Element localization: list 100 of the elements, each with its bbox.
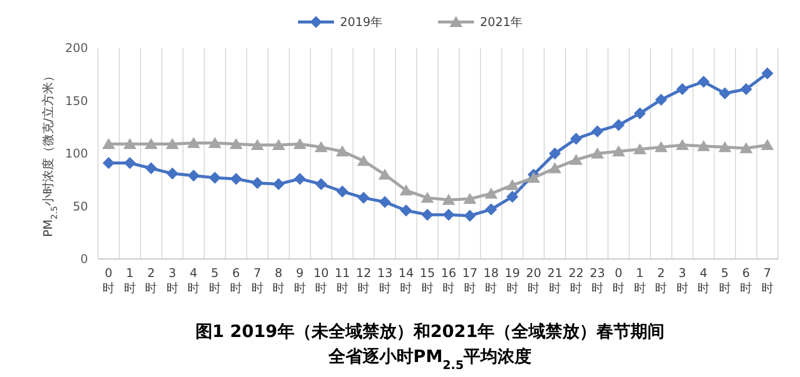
point — [400, 184, 413, 196]
point — [676, 83, 688, 96]
x-tick-label: 4时 — [188, 266, 200, 295]
point — [442, 208, 455, 221]
point — [655, 94, 668, 106]
point — [208, 172, 221, 184]
x-tick-label: 5时 — [718, 266, 731, 295]
x-tick-label: 14时 — [398, 266, 414, 295]
point — [484, 188, 498, 199]
point — [463, 192, 476, 204]
point — [123, 138, 136, 150]
x-tick-label: 4时 — [698, 266, 710, 295]
x-tick-label: 7时 — [251, 266, 264, 295]
x-tick-label: 0时 — [102, 266, 115, 295]
x-tick-label: 0时 — [612, 266, 625, 295]
point — [315, 178, 328, 190]
point — [144, 138, 158, 150]
point — [718, 141, 732, 152]
point — [421, 208, 434, 221]
x-tick-label: 1时 — [634, 266, 646, 295]
point — [400, 204, 412, 216]
point — [548, 162, 562, 174]
x-tick-label: 5时 — [208, 266, 221, 295]
point — [230, 172, 242, 185]
point — [272, 139, 286, 150]
point — [336, 185, 348, 198]
point — [612, 119, 625, 132]
x-tick-label: 15时 — [420, 266, 436, 295]
point — [654, 141, 668, 152]
x-tick-label: 3时 — [166, 266, 178, 295]
x-tick-label: 1时 — [124, 266, 136, 295]
point — [208, 136, 222, 148]
x-tick-label: 6时 — [740, 266, 752, 295]
x-tick-label: 20时 — [526, 266, 542, 295]
y-tick-label: 50 — [72, 199, 88, 214]
y-tick-label: 150 — [65, 94, 88, 108]
point — [760, 139, 774, 150]
point — [464, 210, 476, 222]
x-tick-label: 11时 — [334, 266, 350, 295]
point — [314, 141, 328, 152]
x-tick-label: 7时 — [761, 266, 774, 295]
x-tick-label: 2时 — [655, 266, 668, 295]
point — [740, 83, 752, 96]
point — [294, 172, 306, 185]
point — [633, 143, 646, 154]
point — [420, 192, 434, 203]
point — [145, 162, 158, 174]
point — [570, 154, 583, 165]
legend-label: 2021年 — [480, 15, 523, 29]
x-tick-label: 9时 — [294, 266, 306, 295]
x-tick-label: 21时 — [547, 266, 563, 295]
legend-label: 2019年 — [340, 15, 383, 29]
y-tick-label: 100 — [65, 146, 88, 160]
x-tick-label: 19时 — [504, 266, 520, 295]
point — [357, 154, 370, 166]
point — [187, 136, 200, 148]
point — [485, 203, 498, 216]
x-tick-label: 18时 — [483, 266, 499, 295]
point — [358, 192, 370, 204]
text: 全省逐小时PM$_{2.5}$平均浓度 — [327, 347, 532, 372]
y-tick-label: 0 — [80, 252, 88, 266]
point — [250, 139, 264, 150]
x-tick-label: 8时 — [272, 266, 285, 295]
point — [272, 178, 285, 190]
point — [676, 139, 689, 150]
x-tick-label: 23时 — [590, 266, 606, 295]
point — [166, 168, 178, 180]
point — [251, 177, 264, 190]
point — [188, 170, 200, 182]
point — [506, 190, 518, 203]
x-tick-label: 10时 — [313, 266, 329, 295]
point — [230, 138, 243, 150]
point — [697, 140, 710, 152]
point — [102, 138, 116, 150]
point — [378, 168, 392, 180]
point — [293, 138, 306, 150]
y-tick-label: 200 — [65, 41, 88, 55]
x-tick-label: 13时 — [377, 266, 393, 295]
text: 图1 2019年（未全域禁放）和2021年（全域禁放）春节期间 — [195, 322, 665, 342]
point — [761, 67, 774, 80]
x-tick-label: 22时 — [568, 266, 584, 295]
point — [570, 132, 582, 145]
point — [506, 179, 519, 190]
x-tick-label: 16时 — [440, 266, 456, 295]
point — [527, 172, 540, 183]
point — [548, 148, 561, 160]
point — [442, 194, 456, 205]
point — [591, 125, 604, 138]
x-tick-label: 3时 — [676, 266, 688, 295]
point — [378, 196, 391, 208]
x-tick-label: 12时 — [356, 266, 372, 295]
x-tick-label: 17时 — [462, 266, 478, 295]
point — [166, 138, 179, 150]
point — [336, 145, 349, 156]
point — [634, 107, 646, 120]
x-tick-label: 6时 — [230, 266, 242, 295]
point — [698, 76, 710, 88]
point — [590, 148, 604, 158]
point — [612, 145, 626, 156]
point — [740, 142, 753, 154]
